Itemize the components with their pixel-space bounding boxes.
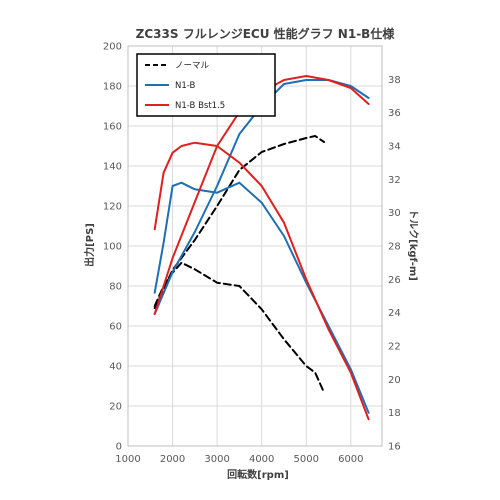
y-left-tick-label: 20 <box>109 402 122 413</box>
y-axis-right-title: トルク[kgf-m] <box>407 209 419 281</box>
legend-label: N1-B <box>175 81 196 91</box>
y-axis-left-title: 出力[PS] <box>83 223 96 267</box>
axes: 0 20 40 60 80 100 120 140 160 180 200 1000 2000 3000 4… <box>103 42 401 466</box>
chart-title: ZC33S フルレンジECU 性能グラフ N1-B仕様 <box>136 26 396 41</box>
x-tick-label: 6000 <box>338 454 363 465</box>
y-right-tick-label: 16 <box>388 442 401 453</box>
y-left-tick-label: 80 <box>109 282 122 293</box>
y-right-tick-label: 38 <box>388 75 401 86</box>
power-line <box>153 135 326 309</box>
x-tick-label: 5000 <box>294 454 319 465</box>
x-tick-label: 2000 <box>160 454 185 465</box>
y-left-tick-label: 100 <box>103 242 122 253</box>
torque-line <box>153 141 370 421</box>
y-left-tick-label: 140 <box>103 162 122 173</box>
y-right-tick-label: 28 <box>388 242 401 253</box>
y-right-tick-label: 26 <box>388 275 401 286</box>
y-left-tick-label: 60 <box>109 322 122 333</box>
y-left-tick-label: 0 <box>116 442 122 453</box>
y-right-tick-label: 24 <box>388 308 401 319</box>
y-left-tick-label: 40 <box>109 362 122 373</box>
y-left-tick-label: 180 <box>103 82 122 93</box>
y-right-tick-label: 32 <box>388 175 401 186</box>
y-left-tick-label: 200 <box>103 42 122 53</box>
legend: ノーマル N1-B N1-B Bst1.5 <box>136 53 276 117</box>
y-right-tick-label: 22 <box>388 342 401 353</box>
x-tick-label: 3000 <box>204 454 229 465</box>
y-right-tick-label: 20 <box>388 375 401 386</box>
y-right-tick-label: 18 <box>388 408 401 419</box>
x-tick-label: 4000 <box>249 454 274 465</box>
legend-label: N1-B Bst1.5 <box>175 101 225 111</box>
y-left-tick-label: 120 <box>103 202 122 213</box>
legend-label: ノーマル <box>175 61 210 71</box>
torque-line <box>153 181 370 414</box>
y-right-tick-label: 36 <box>388 108 401 119</box>
y-right-tick-label: 34 <box>388 142 401 153</box>
y-left-tick-label: 160 <box>103 122 122 133</box>
x-tick-label: 1000 <box>115 454 140 465</box>
x-axis-title: 回転数[rpm] <box>227 468 289 481</box>
plot-border <box>127 45 383 447</box>
y-right-tick-label: 30 <box>388 208 401 219</box>
